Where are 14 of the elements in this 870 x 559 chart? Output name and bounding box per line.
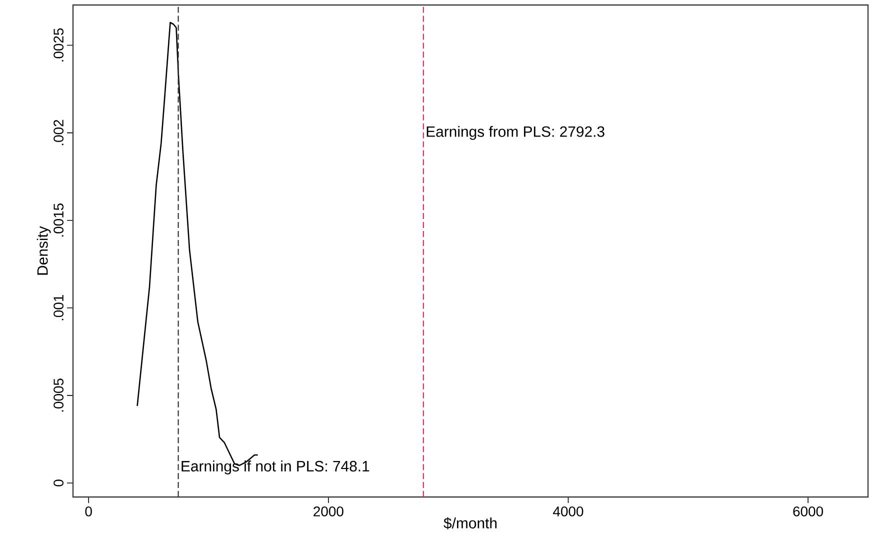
x-tick-label: 0 [85,506,92,516]
y-tick-label: 0 [54,480,64,486]
y-tick-label: .0025 [54,28,64,62]
x-axis-title: $/month [444,517,497,530]
x-tick-label: 4000 [553,506,584,516]
ref-line-label: Earnings if not in PLS: 748.1 [182,460,370,474]
x-tick-label: 2000 [314,506,344,516]
y-axis-title: Density [36,226,51,275]
y-tick-label: .0015 [54,203,64,237]
x-tick-label: 6000 [793,506,824,516]
y-tick-label: .0005 [54,378,64,412]
y-tick-label: .002 [54,120,64,146]
y-tick-label: .001 [54,295,64,320]
ref-line-label: Earnings from PLS: 2792.3 [426,126,604,140]
